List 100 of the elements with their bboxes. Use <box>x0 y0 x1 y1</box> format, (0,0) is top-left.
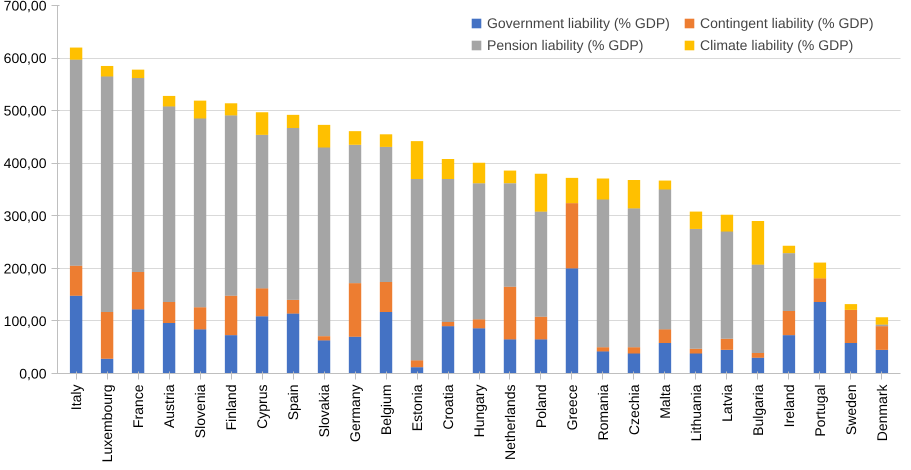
bar <box>720 232 734 339</box>
bar <box>132 78 144 272</box>
bar <box>720 350 734 374</box>
bar <box>534 174 548 212</box>
bar <box>410 367 424 374</box>
bar <box>410 178 424 360</box>
legend-label: Government liability (% GDP) <box>487 15 671 31</box>
bar <box>224 296 238 336</box>
y-tick-label: 500,00 <box>4 102 47 119</box>
x-tick-label: Luxembourg <box>99 384 116 462</box>
x-tick-label: Romania <box>594 384 611 441</box>
bar <box>752 264 764 353</box>
bar <box>596 199 610 348</box>
bar <box>876 317 888 325</box>
bar <box>720 338 734 350</box>
x-tick-label: Slovakia <box>316 384 332 438</box>
bar <box>814 302 826 374</box>
x-tick-label: Poland <box>532 384 549 428</box>
x-tick-label: Sweden <box>842 384 859 436</box>
bar <box>256 316 268 374</box>
bar <box>534 339 548 374</box>
bar <box>782 335 796 374</box>
x-tick-label: Estonia <box>409 384 426 432</box>
y-tick-label: 700,00 <box>4 0 47 14</box>
bar <box>628 347 640 354</box>
bar <box>256 112 268 135</box>
bar <box>690 354 702 374</box>
bar <box>566 178 578 204</box>
x-tick-label: Finland <box>223 384 240 430</box>
y-tick-label: 300,00 <box>4 208 47 224</box>
bar <box>224 115 238 296</box>
bar <box>504 170 516 184</box>
bar <box>782 246 796 254</box>
bar <box>844 343 858 374</box>
x-tick-label: Denmark <box>874 384 890 442</box>
bar <box>566 268 578 374</box>
bar <box>442 326 454 374</box>
bar <box>70 60 82 266</box>
legend-label: Contingent liability (% GDP) <box>700 15 875 31</box>
bar <box>318 340 330 374</box>
bar <box>100 76 114 312</box>
bar <box>690 228 702 349</box>
bar <box>194 118 206 308</box>
y-tick-label: 0,00 <box>19 366 47 382</box>
bar <box>224 335 238 374</box>
bar <box>286 300 300 314</box>
x-tick-label: Malta <box>656 384 673 419</box>
bar <box>100 358 114 374</box>
x-tick-label: Lithuania <box>688 384 704 442</box>
bar <box>100 312 114 359</box>
x-tick-label: Portugal <box>812 384 828 437</box>
x-tick-label: Italy <box>68 384 84 410</box>
x-tick-label: Germany <box>347 384 364 442</box>
legend-label: Climate liability (% GDP) <box>700 37 854 53</box>
bar <box>70 266 82 296</box>
bar <box>752 352 764 358</box>
bar <box>286 128 300 300</box>
bar <box>70 48 82 60</box>
x-tick-label: Austria <box>161 384 178 428</box>
bar <box>348 336 362 374</box>
bar <box>628 208 640 348</box>
bar <box>534 212 548 317</box>
bar <box>472 328 486 374</box>
bar <box>472 319 486 328</box>
y-tick-label: 100,00 <box>4 312 47 329</box>
bar <box>596 178 610 200</box>
bar <box>348 283 362 337</box>
y-tick-label: 200,00 <box>4 260 47 276</box>
bar <box>318 336 330 340</box>
x-tick-label: Slovenia <box>192 384 208 438</box>
bar <box>256 288 268 316</box>
x-tick-label: France <box>130 384 146 428</box>
x-tick-label: Cyprus <box>254 384 270 429</box>
bar <box>876 326 888 350</box>
bar <box>442 322 454 326</box>
bar <box>628 180 640 208</box>
bar <box>380 146 392 282</box>
bar <box>70 296 82 374</box>
bar <box>100 66 114 76</box>
bar <box>472 183 486 320</box>
bar <box>380 134 392 147</box>
bar <box>472 162 486 184</box>
bar <box>410 360 424 368</box>
bar <box>504 183 516 287</box>
bar <box>814 278 826 302</box>
x-tick-label: Spain <box>285 384 302 420</box>
bar <box>720 214 734 232</box>
legend-label: Pension liability (% GDP) <box>487 37 644 53</box>
bar <box>348 144 362 284</box>
bar <box>318 147 330 336</box>
bar <box>132 272 144 310</box>
bar <box>286 314 300 374</box>
bar <box>132 309 144 374</box>
bar <box>690 348 702 354</box>
bar <box>596 351 610 374</box>
bar <box>782 253 796 311</box>
bar <box>844 310 858 344</box>
bar <box>380 312 392 374</box>
bar <box>844 304 858 310</box>
bar <box>658 190 672 330</box>
